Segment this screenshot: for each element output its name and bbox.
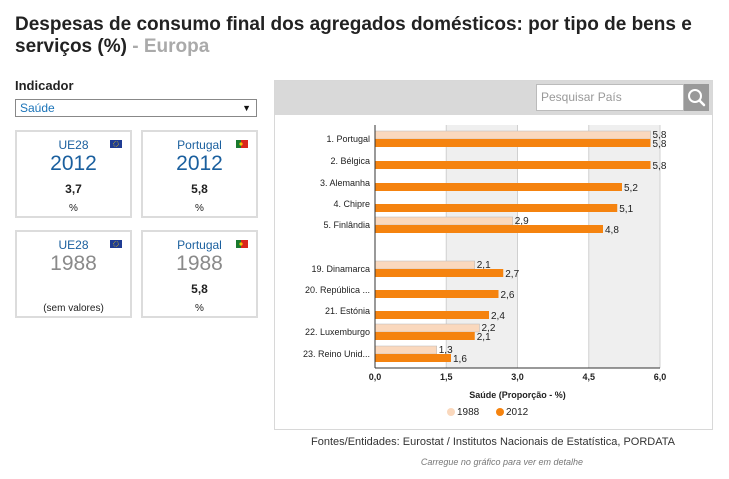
card-unit: % xyxy=(195,303,204,314)
category-label: 1. Portugal xyxy=(326,134,370,144)
card-year: 1988 xyxy=(50,252,97,275)
category-label: 22. Luxemburgo xyxy=(305,327,370,337)
legend-marker-1988 xyxy=(447,408,455,416)
category-label: 20. República ... xyxy=(305,285,370,295)
x-axis-title: Saúde (Proporção - %) xyxy=(469,390,566,400)
bar-label-1988: 2,1 xyxy=(477,260,491,271)
bar-label-1988: 2,2 xyxy=(482,323,496,334)
indicator-selected-value: Saúde xyxy=(20,101,55,115)
category-label: 2. Bélgica xyxy=(330,156,370,166)
bar-2012 xyxy=(375,269,504,277)
bar-2012 xyxy=(375,225,603,233)
card-ue28-2012[interactable]: UE28 2012 3,7 % xyxy=(15,130,132,218)
bar-label-2012: 2,4 xyxy=(491,311,505,322)
card-value: 3,7 xyxy=(65,182,82,196)
search-icon xyxy=(688,89,706,107)
bar-label-2012: 4,8 xyxy=(605,225,619,236)
x-tick-label: 4,5 xyxy=(582,372,595,382)
indicator-select[interactable]: Saúde ▼ xyxy=(15,99,257,117)
card-country: UE28 xyxy=(58,138,89,152)
card-ue28-1988[interactable]: UE28 1988 (sem valores) xyxy=(15,230,132,318)
bar-label-1988: 5,8 xyxy=(653,130,667,141)
eu-flag-icon xyxy=(110,240,122,248)
card-unit: % xyxy=(195,203,204,214)
search-placeholder: Pesquisar País xyxy=(541,90,622,104)
chart-hint: Carregue no gráfico para ver em detalhe xyxy=(420,457,583,467)
card-portugal-1988[interactable]: Portugal 1988 5,8 % xyxy=(141,230,258,318)
search-button[interactable] xyxy=(684,84,709,111)
x-tick-label: 0,0 xyxy=(369,372,382,382)
bar-2012 xyxy=(375,161,651,169)
title-region: - Europa xyxy=(132,36,210,57)
category-label: 19. Dinamarca xyxy=(311,264,370,274)
bar-1988 xyxy=(374,260,475,270)
bar-1988 xyxy=(374,216,513,226)
card-country: Portugal xyxy=(177,138,222,152)
indicator-label: Indicador xyxy=(15,78,74,93)
bar-1988 xyxy=(374,130,651,140)
card-value: 5,8 xyxy=(191,182,208,196)
legend-label-1988: 1988 xyxy=(457,407,480,418)
card-year: 1988 xyxy=(176,252,223,275)
bar-label-2012: 5,8 xyxy=(653,139,667,150)
bar-label-1988: 2,9 xyxy=(515,216,529,227)
title-text: Despesas de consumo final dos agregados … xyxy=(15,14,692,57)
bar-2012 xyxy=(375,139,651,147)
bar-2012 xyxy=(375,290,499,298)
bar-chart[interactable]: 1. Portugal 5,85,82. Bélgica 5,83. Alemanh… xyxy=(275,81,712,429)
category-label: 5. Finlândia xyxy=(323,220,370,230)
bar-label-2012: 2,1 xyxy=(477,332,491,343)
bar-1988 xyxy=(374,345,437,355)
bar-2012 xyxy=(375,183,622,191)
bar-label-2012: 5,8 xyxy=(653,161,667,172)
x-tick-label: 3,0 xyxy=(511,372,524,382)
bar-label-2012: 5,1 xyxy=(619,204,633,215)
bar-label-1988: 1,3 xyxy=(439,345,453,356)
bar-2012 xyxy=(375,354,451,362)
card-year: 2012 xyxy=(176,152,223,175)
category-label: 3. Alemanha xyxy=(320,178,370,188)
x-tick-label: 6,0 xyxy=(654,372,667,382)
chart-panel[interactable]: Pesquisar País 1. Portugal 5,8 5,8 2. Bélgi… xyxy=(274,80,713,430)
bar-label-2012: 2,7 xyxy=(505,269,519,280)
card-country: Portugal xyxy=(177,238,222,252)
bar-label-2012: 1,6 xyxy=(453,354,467,365)
search-input[interactable]: Pesquisar País xyxy=(536,84,684,111)
card-country: UE28 xyxy=(58,238,89,252)
eu-flag-icon xyxy=(110,140,122,148)
card-unit: % xyxy=(69,203,78,214)
bar-2012 xyxy=(375,311,489,319)
card-unit: (sem valores) xyxy=(43,303,104,314)
category-label: 21. Estónia xyxy=(325,306,370,316)
portugal-flag-icon xyxy=(236,140,248,148)
source-note: Fontes/Entidades: Eurostat / Institutos … xyxy=(311,436,675,448)
portugal-flag-icon xyxy=(236,240,248,248)
bar-label-2012: 2,6 xyxy=(501,290,515,301)
bar-2012 xyxy=(375,332,475,340)
bar-2012 xyxy=(375,204,618,212)
bar-1988 xyxy=(374,323,480,333)
legend-marker-2012 xyxy=(496,408,504,416)
card-value: 5,8 xyxy=(191,282,208,296)
category-label: 4. Chipre xyxy=(333,199,370,209)
legend-label-2012: 2012 xyxy=(506,407,529,418)
card-year: 2012 xyxy=(50,152,97,175)
dropdown-arrow-icon: ▼ xyxy=(242,103,251,113)
x-tick-label: 1,5 xyxy=(440,372,453,382)
page-title: Despesas de consumo final dos agregados … xyxy=(15,14,715,58)
bar-label-2012: 5,2 xyxy=(624,183,638,194)
card-portugal-2012[interactable]: Portugal 2012 5,8 % xyxy=(141,130,258,218)
category-label: 23. Reino Unid... xyxy=(303,349,370,359)
